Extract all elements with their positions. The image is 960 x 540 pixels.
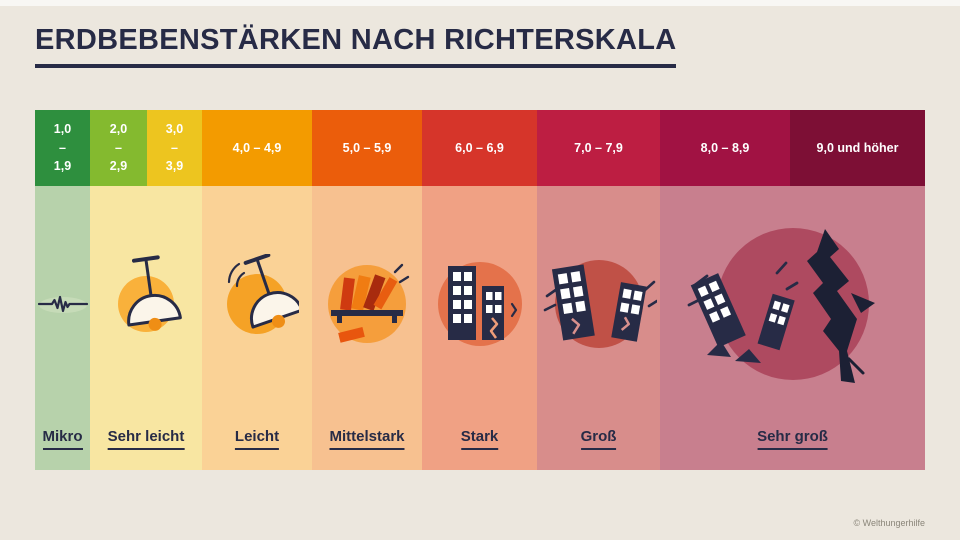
magnitude-range-header: 8,0 – 8,9 [660, 110, 790, 186]
falling-books-icon [331, 263, 410, 343]
category-mittelstark: Mittelstark [312, 186, 422, 470]
category-label: Stark [460, 428, 499, 450]
category-sehr-leicht: Sehr leicht [90, 186, 202, 470]
magnitude-range-header: 7,0 – 7,9 [537, 110, 660, 186]
category-leicht: Leicht [202, 186, 312, 470]
magnitude-header-row: 1,0 – 1,9 2,0 – 2,9 3,0 – 3,9 4,0 – 4,9 … [35, 110, 925, 186]
magnitude-range-header: 1,0 – 1,9 [35, 110, 90, 186]
copyright-credit: © Welthungerhilfe [853, 518, 925, 528]
magnitude-range-header: 5,0 – 5,9 [312, 110, 422, 186]
category-row: Mikro Sehr leicht [35, 186, 925, 470]
category-mikro: Mikro [35, 186, 90, 470]
cracked-buildings-icon [447, 266, 517, 340]
page-title: ERDBEBENSTÄRKEN NACH RICHTERSKALA [35, 24, 677, 68]
top-edge-strip [0, 0, 960, 6]
seismograph-trace-icon [37, 295, 88, 313]
category-label: Mikro [42, 428, 83, 450]
swinging-lamp-icon [127, 255, 182, 331]
richter-scale-band: 1,0 – 1,9 2,0 – 2,9 3,0 – 3,9 4,0 – 4,9 … [35, 110, 925, 470]
category-label: Groß [580, 428, 617, 450]
category-label: Sehr groß [757, 428, 828, 450]
magnitude-range-header: 6,0 – 6,9 [422, 110, 537, 186]
magnitude-range-header: 3,0 – 3,9 [147, 110, 202, 186]
category-label: Leicht [234, 428, 280, 450]
category-gross: Groß [537, 186, 660, 470]
magnitude-range-header: 9,0 und höher [790, 110, 925, 186]
category-label: Sehr leicht [107, 428, 185, 450]
collapsed-buildings-fissure-icon [687, 229, 875, 383]
tilting-buildings-icon [543, 264, 657, 342]
strong-swinging-lamp-icon [227, 254, 299, 329]
category-sehr-gross: Sehr groß [660, 186, 925, 470]
magnitude-range-header: 2,0 – 2,9 [90, 110, 147, 186]
category-label: Mittelstark [329, 428, 405, 450]
magnitude-range-header: 4,0 – 4,9 [202, 110, 312, 186]
category-stark: Stark [422, 186, 537, 470]
